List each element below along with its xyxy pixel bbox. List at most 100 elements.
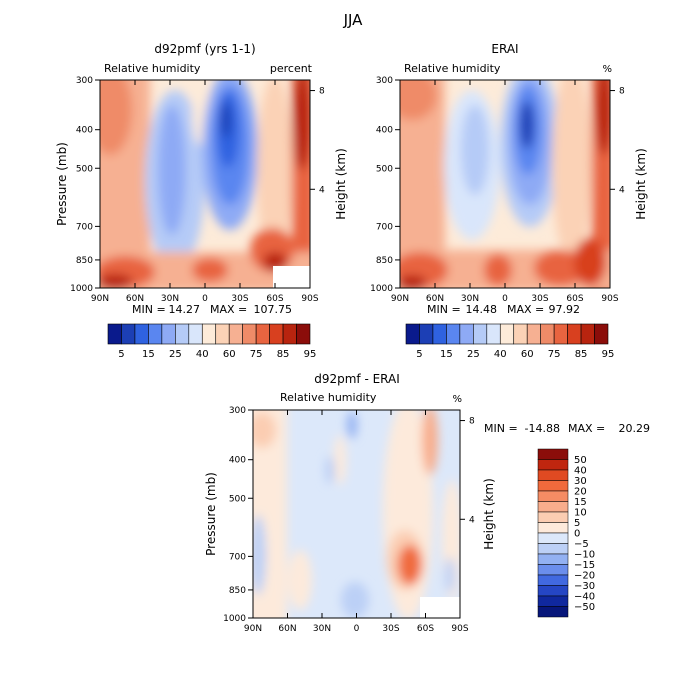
colorbar-swatch bbox=[537, 532, 569, 544]
colorbar-swatch bbox=[255, 323, 270, 345]
x-tick-label: 90N bbox=[91, 294, 109, 304]
x-tick-label: 90S bbox=[301, 294, 318, 304]
stat-min-label: MIN = bbox=[132, 303, 166, 316]
colorbar-swatch bbox=[296, 323, 311, 345]
colorbar-swatch bbox=[537, 543, 569, 555]
colorbar-swatch bbox=[537, 490, 569, 502]
colorbar-swatch bbox=[537, 564, 569, 576]
colorbar-swatch bbox=[580, 323, 595, 345]
panel-difference: d92pmf - ERAI Relative humidity % bbox=[204, 372, 650, 634]
colorbar-swatch bbox=[201, 323, 217, 345]
y-tick-label: 850 bbox=[376, 256, 393, 266]
colorbar-swatch bbox=[269, 323, 284, 345]
colorbar: 5 15 25 40 60 75 85 95 bbox=[107, 323, 317, 360]
panel-title: d92pmf - ERAI bbox=[314, 372, 400, 386]
colorbar-swatch bbox=[513, 323, 528, 345]
colorbar-label: 40 bbox=[494, 349, 507, 360]
colorbar-swatch bbox=[459, 323, 474, 345]
y-tick-label: 400 bbox=[229, 456, 246, 466]
x-tick-label: 30S bbox=[382, 624, 399, 634]
colorbar-label: 50 bbox=[574, 455, 587, 466]
colorbar-label: 95 bbox=[304, 349, 317, 360]
stats-line: MIN = -14.88 MAX = 20.29 bbox=[484, 422, 650, 435]
x-tick-label: 60N bbox=[126, 294, 144, 304]
colorbar-label: −20 bbox=[574, 571, 595, 582]
stat-max-label: MAX = bbox=[210, 303, 247, 316]
stat-max-label: MAX = bbox=[568, 422, 605, 435]
y-tick-label: 700 bbox=[376, 222, 393, 232]
y-tick-label-right: 4 bbox=[619, 185, 625, 195]
x-tick-label: 90N bbox=[244, 624, 262, 634]
stat-max-value: 20.29 bbox=[619, 422, 651, 435]
y-tick-label-right: 4 bbox=[469, 515, 475, 525]
colorbar-label: 60 bbox=[223, 349, 236, 360]
colorbar-swatch bbox=[537, 501, 569, 513]
panel-subtitle: Relative humidity bbox=[404, 62, 501, 75]
y-tick-label-right: 8 bbox=[469, 417, 475, 427]
colorbar-label: 25 bbox=[169, 349, 182, 360]
colorbar-swatch bbox=[107, 323, 122, 345]
colorbar-label: 40 bbox=[574, 466, 587, 477]
colorbar-label: 95 bbox=[602, 349, 615, 360]
colorbar-label: 60 bbox=[521, 349, 534, 360]
y-tick-label: 1000 bbox=[223, 614, 246, 624]
x-tick-label: 30S bbox=[231, 294, 248, 304]
colorbar-swatch bbox=[282, 323, 297, 345]
colorbar-swatch bbox=[526, 323, 541, 345]
stat-max-label: MAX = bbox=[507, 303, 544, 316]
axes: 90N 60N 30N 0 30S 60S 90S 300 400 500 700 850 1000 8 4 bbox=[370, 76, 625, 304]
colorbar-label: 30 bbox=[574, 476, 587, 487]
stat-min-label: MIN = bbox=[484, 422, 518, 435]
x-tick-label: 30N bbox=[161, 294, 179, 304]
colorbar-swatch bbox=[121, 323, 136, 345]
colorbar-label: −15 bbox=[574, 560, 595, 571]
colorbar-swatch bbox=[537, 522, 569, 534]
panel-title: d92pmf (yrs 1-1) bbox=[154, 42, 255, 56]
colorbar-label: 20 bbox=[574, 487, 587, 498]
x-tick-label: 60S bbox=[266, 294, 283, 304]
colorbar-swatch bbox=[161, 323, 176, 345]
x-tick-label: 0 bbox=[202, 294, 208, 304]
y-axis-label-right: Height (km) bbox=[634, 148, 648, 219]
colorbar-swatch bbox=[446, 323, 461, 345]
colorbar-swatch bbox=[175, 323, 190, 345]
y-tick-label-right: 8 bbox=[619, 87, 625, 97]
x-tick-label: 60N bbox=[278, 624, 296, 634]
colorbar-label: −30 bbox=[574, 581, 595, 592]
colorbar-label: 85 bbox=[277, 349, 290, 360]
x-tick-label: 30S bbox=[531, 294, 548, 304]
colorbar-swatch bbox=[215, 323, 230, 345]
colorbar-swatch bbox=[148, 323, 163, 345]
colorbar-label: 10 bbox=[574, 508, 587, 519]
panel-model: d92pmf (yrs 1-1) Relative humidity perce… bbox=[55, 42, 348, 360]
colorbar-label: 75 bbox=[548, 349, 561, 360]
y-tick-label: 850 bbox=[229, 586, 246, 596]
panel-reanalysis: ERAI Relative humidity % bbox=[370, 42, 648, 360]
x-tick-label: 90S bbox=[601, 294, 618, 304]
stat-max-value: 97.92 bbox=[549, 303, 581, 316]
x-tick-label: 60S bbox=[566, 294, 583, 304]
axes: 90N 60N 30N 0 30S 60S 90S 300 400 500 700 850 1000 8 4 bbox=[70, 76, 325, 304]
panel-units: % bbox=[452, 394, 462, 405]
x-tick-label: 0 bbox=[354, 624, 360, 634]
colorbar-swatch bbox=[499, 323, 515, 345]
panel-title: ERAI bbox=[491, 42, 518, 56]
heatmap-field bbox=[100, 80, 310, 288]
colorbar-swatch bbox=[537, 459, 569, 471]
y-tick-label: 400 bbox=[376, 126, 393, 136]
x-tick-label: 60N bbox=[426, 294, 444, 304]
colorbar-swatch bbox=[486, 323, 501, 345]
stat-min-value: 14.48 bbox=[466, 303, 498, 316]
colorbar-swatch bbox=[537, 511, 569, 523]
stats-line: MIN = 14.48 MAX = 97.92 bbox=[427, 303, 580, 316]
colorbar-swatch bbox=[537, 553, 569, 565]
colorbar-swatch bbox=[473, 323, 488, 345]
y-axis-label-right: Height (km) bbox=[334, 148, 348, 219]
y-axis-label-right: Height (km) bbox=[482, 478, 496, 549]
colorbar-label: 15 bbox=[440, 349, 453, 360]
y-tick-label: 1000 bbox=[70, 284, 93, 294]
y-tick-label: 500 bbox=[229, 494, 246, 504]
y-tick-label: 300 bbox=[376, 76, 393, 86]
